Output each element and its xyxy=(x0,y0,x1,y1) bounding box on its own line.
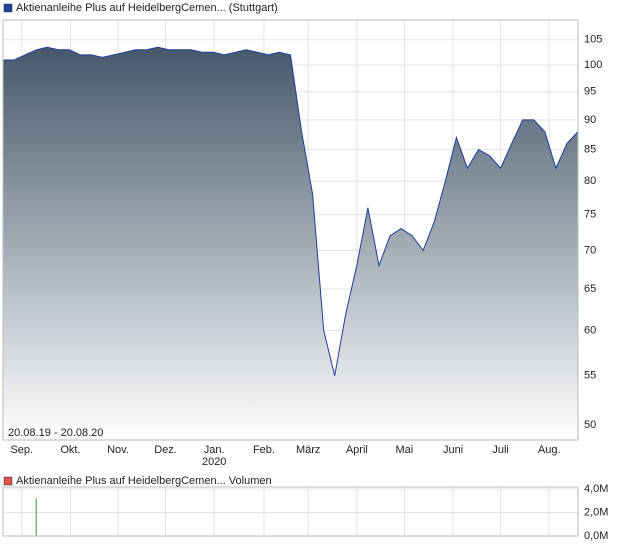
x-tick-label: Okt. xyxy=(60,444,80,456)
y-tick-label: 85 xyxy=(584,143,596,155)
y-tick-label: 80 xyxy=(584,175,596,187)
y-tick-label: 0,0M xyxy=(584,530,608,542)
x-tick-label: April xyxy=(346,444,368,456)
y-tick-label: 50 xyxy=(584,419,596,431)
y-tick-label: 2,0M xyxy=(584,506,608,518)
x-tick-label: Mai xyxy=(396,444,414,456)
y-tick-label: 95 xyxy=(584,86,596,98)
legend-swatch xyxy=(3,3,13,13)
x-tick-label: Jan. xyxy=(204,444,225,456)
plot-frame xyxy=(2,486,579,537)
x-year-label: 2020 xyxy=(202,456,226,468)
volume-bar xyxy=(35,498,37,536)
x-tick-label: Juni xyxy=(443,444,463,456)
x-tick-label: Aug. xyxy=(538,444,561,456)
y-tick-label: 105 xyxy=(584,34,602,46)
plot-frame xyxy=(2,19,579,441)
x-tick-label: Feb. xyxy=(253,444,275,456)
legend-swatch xyxy=(3,476,13,486)
y-tick-label: 65 xyxy=(584,283,596,295)
x-tick-label: März xyxy=(296,444,320,456)
y-tick-label: 100 xyxy=(584,59,602,71)
legend-label: Aktienanleihe Plus auf HeidelbergCemen..… xyxy=(16,2,278,14)
x-tick-label: Sep. xyxy=(10,444,33,456)
y-tick-label: 4,0M xyxy=(584,483,608,495)
x-tick-label: Dez. xyxy=(154,444,177,456)
y-tick-label: 55 xyxy=(584,370,596,382)
price-line xyxy=(3,46,579,376)
y-tick-label: 60 xyxy=(584,324,596,336)
legend-label: Aktienanleihe Plus auf HeidelbergCemen..… xyxy=(16,475,272,487)
y-tick-label: 90 xyxy=(584,114,596,126)
x-tick-label: Juli xyxy=(492,444,509,456)
date-range: 20.08.19 - 20.08.20 xyxy=(8,427,103,439)
x-tick-label: Nov. xyxy=(107,444,129,456)
y-tick-label: 75 xyxy=(584,209,596,221)
price-area xyxy=(3,47,578,441)
y-tick-label: 70 xyxy=(584,244,596,256)
